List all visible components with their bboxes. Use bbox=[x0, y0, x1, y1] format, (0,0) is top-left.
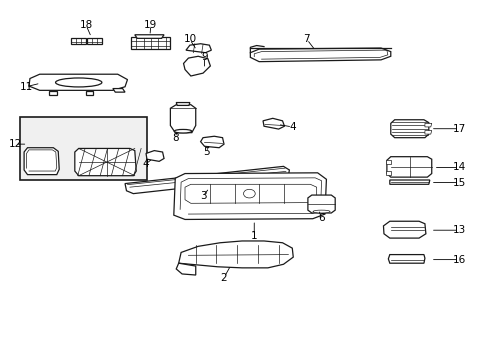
Text: 4: 4 bbox=[142, 159, 149, 169]
Text: 15: 15 bbox=[451, 177, 465, 188]
Polygon shape bbox=[29, 74, 127, 90]
Text: 12: 12 bbox=[9, 139, 22, 149]
Polygon shape bbox=[170, 105, 195, 133]
Polygon shape bbox=[387, 255, 424, 263]
Text: 16: 16 bbox=[451, 255, 465, 265]
Polygon shape bbox=[176, 103, 189, 105]
Text: 14: 14 bbox=[451, 162, 465, 172]
Ellipse shape bbox=[174, 130, 191, 133]
Text: 11: 11 bbox=[20, 82, 33, 92]
Polygon shape bbox=[176, 263, 195, 275]
Polygon shape bbox=[386, 157, 431, 177]
Polygon shape bbox=[87, 38, 102, 44]
Circle shape bbox=[243, 189, 255, 198]
Text: 4: 4 bbox=[288, 122, 295, 132]
Polygon shape bbox=[146, 150, 163, 161]
Polygon shape bbox=[250, 48, 390, 62]
Polygon shape bbox=[24, 148, 59, 175]
Polygon shape bbox=[385, 171, 390, 175]
Polygon shape bbox=[173, 173, 326, 220]
Ellipse shape bbox=[56, 78, 102, 87]
Polygon shape bbox=[424, 123, 431, 127]
Polygon shape bbox=[385, 160, 390, 164]
Polygon shape bbox=[178, 241, 293, 268]
Text: 10: 10 bbox=[183, 35, 196, 44]
Text: 1: 1 bbox=[250, 231, 257, 240]
Polygon shape bbox=[49, 91, 57, 95]
Polygon shape bbox=[135, 35, 163, 39]
Polygon shape bbox=[125, 166, 289, 194]
Polygon shape bbox=[185, 44, 211, 53]
Text: 8: 8 bbox=[172, 133, 178, 143]
Polygon shape bbox=[389, 180, 429, 184]
Polygon shape bbox=[390, 120, 428, 138]
Ellipse shape bbox=[312, 210, 329, 213]
Polygon shape bbox=[424, 131, 431, 134]
Polygon shape bbox=[75, 148, 136, 176]
Text: 5: 5 bbox=[203, 147, 209, 157]
Text: 19: 19 bbox=[144, 20, 157, 30]
Polygon shape bbox=[86, 91, 93, 95]
Polygon shape bbox=[307, 195, 334, 213]
Polygon shape bbox=[263, 118, 284, 129]
Polygon shape bbox=[184, 184, 316, 203]
Polygon shape bbox=[183, 56, 210, 76]
Text: 9: 9 bbox=[201, 52, 207, 62]
Polygon shape bbox=[71, 38, 86, 44]
Text: 17: 17 bbox=[451, 124, 465, 134]
Text: 13: 13 bbox=[451, 225, 465, 235]
Text: 2: 2 bbox=[220, 273, 227, 283]
Text: 7: 7 bbox=[303, 35, 309, 44]
Text: 3: 3 bbox=[199, 191, 206, 201]
Polygon shape bbox=[113, 89, 125, 92]
Polygon shape bbox=[383, 221, 425, 238]
Polygon shape bbox=[200, 136, 224, 148]
Text: 6: 6 bbox=[318, 213, 324, 223]
Text: 18: 18 bbox=[79, 20, 92, 30]
Bar bbox=[20, 117, 147, 180]
Polygon shape bbox=[131, 37, 170, 49]
